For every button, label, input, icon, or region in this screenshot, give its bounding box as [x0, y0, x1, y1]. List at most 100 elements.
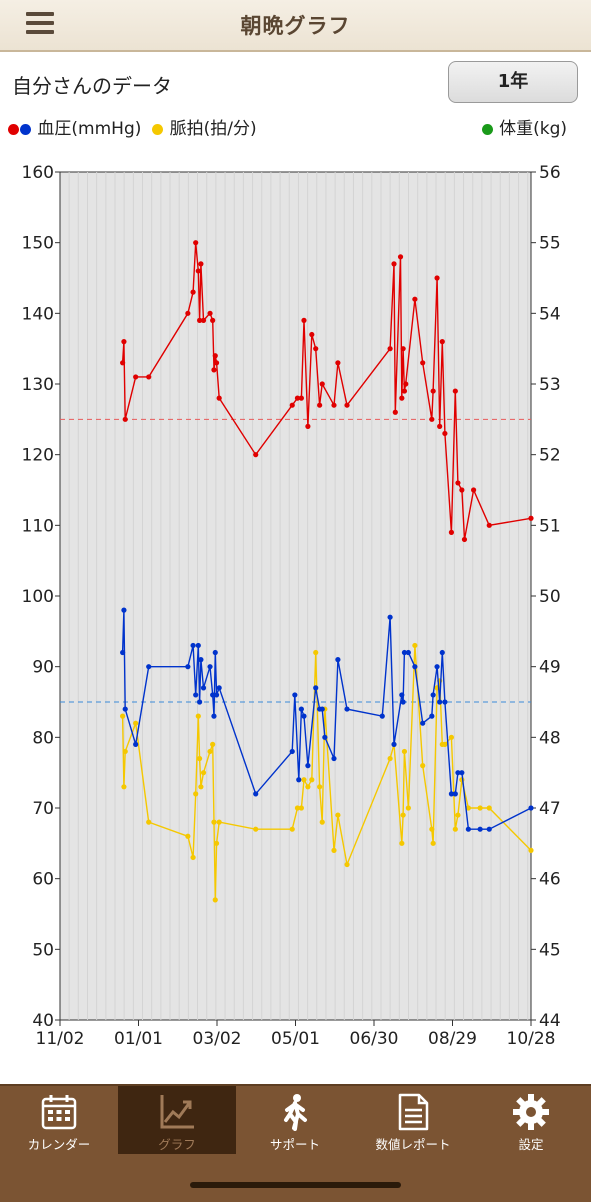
data-point: [399, 840, 405, 846]
data-point: [420, 360, 426, 366]
y-tick-label-right: 55: [539, 234, 561, 254]
data-point: [185, 310, 191, 316]
tab-settings[interactable]: 設定: [472, 1086, 590, 1154]
data-point: [212, 353, 218, 359]
data-point: [213, 692, 220, 698]
data-point: [197, 699, 203, 705]
y-tick-label-left: 150: [22, 234, 54, 254]
plot-area: [59, 171, 532, 1021]
data-point: [420, 720, 426, 726]
data-point: [412, 664, 418, 670]
y-tick-label-left: 120: [22, 446, 54, 466]
tab-report[interactable]: 数値レポート: [354, 1086, 472, 1154]
gear-icon: [513, 1094, 549, 1130]
data-point: [120, 649, 126, 656]
data-point: [294, 395, 301, 401]
data-point: [200, 685, 207, 691]
data-point: [200, 317, 207, 323]
tab-report-label: 数値レポート: [375, 1137, 451, 1152]
data-point: [294, 805, 301, 811]
data-point: [146, 374, 152, 380]
legend-pulse-label: 脈拍(拍/分): [169, 119, 257, 139]
data-point: [120, 360, 126, 366]
data-point: [301, 713, 307, 719]
y-tick-label-right: 54: [539, 304, 561, 324]
data-point: [289, 826, 295, 832]
data-point: [190, 642, 196, 649]
data-point: [211, 713, 217, 719]
tab-calendar[interactable]: カレンダー: [0, 1086, 118, 1154]
data-point: [465, 826, 471, 832]
period-select-button[interactable]: 1年: [448, 61, 578, 103]
systolic-dot-icon: [8, 124, 19, 135]
data-point: [455, 480, 461, 486]
y-tick-label-left: 110: [22, 516, 54, 536]
data-point: [296, 777, 302, 783]
data-point: [216, 685, 222, 691]
data-point: [448, 529, 455, 535]
data-point: [317, 784, 323, 790]
data-point: [301, 777, 307, 783]
x-tick-label: 08/29: [428, 1029, 477, 1049]
y-tick-label-left: 70: [32, 799, 54, 819]
data-point: [133, 374, 139, 380]
y-tick-label-right: 53: [539, 375, 561, 395]
data-point: [198, 657, 204, 663]
y-tick-label-right: 44: [539, 1011, 561, 1031]
hamburger-menu-icon[interactable]: [26, 12, 56, 36]
data-point: [211, 819, 217, 825]
data-point: [185, 833, 191, 839]
x-tick-label: 01/01: [114, 1029, 163, 1049]
data-point: [253, 452, 259, 458]
chart-icon: [160, 1095, 194, 1129]
data-point: [465, 805, 471, 811]
data-point: [195, 268, 201, 274]
data-point: [430, 840, 436, 846]
data-point: [401, 388, 408, 394]
data-point: [193, 240, 199, 246]
tab-graph[interactable]: グラフ: [118, 1086, 236, 1154]
data-point: [429, 826, 435, 832]
data-point: [319, 819, 325, 825]
x-tick-label: 10/28: [507, 1029, 556, 1049]
data-point: [528, 847, 534, 854]
data-point: [455, 812, 461, 818]
y-tick-label-right: 49: [539, 658, 561, 678]
data-point: [193, 692, 199, 698]
y-tick-label-left: 130: [22, 375, 54, 395]
x-tick-label: 05/01: [271, 1029, 320, 1049]
data-owner-title: 自分さんのデータ: [12, 74, 172, 98]
data-point: [442, 699, 448, 705]
data-point: [430, 692, 436, 698]
data-point: [212, 649, 218, 656]
data-point: [486, 805, 492, 811]
x-tick-label: 03/02: [193, 1029, 242, 1049]
data-point: [210, 317, 216, 323]
data-point: [486, 522, 492, 528]
data-point: [309, 777, 315, 783]
pulse-dot-icon: [152, 124, 164, 135]
y-tick-label-right: 47: [539, 799, 561, 819]
data-point: [437, 699, 443, 705]
bottom-tab-bar: カレンダー グラフ サポート 数値レポート: [0, 1084, 591, 1202]
data-point: [253, 826, 259, 832]
data-point: [211, 367, 217, 373]
data-point: [442, 430, 448, 437]
tab-settings-label: 設定: [518, 1137, 544, 1152]
data-point: [193, 791, 199, 797]
data-point: [344, 861, 350, 868]
data-point: [401, 748, 408, 755]
calendar-icon: [41, 1095, 77, 1130]
data-point: [121, 607, 127, 613]
tab-support[interactable]: サポート: [236, 1086, 354, 1154]
data-point: [190, 854, 196, 861]
data-point: [434, 275, 440, 281]
data-point: [470, 487, 477, 493]
y-tick-label-right: 51: [539, 516, 561, 536]
blood-pressure-chart: 160 150 140 130 120 110 100 90 80 70 60 50 40 56 55 54 5…: [22, 163, 561, 1049]
data-point: [400, 699, 406, 705]
data-point: [195, 642, 201, 649]
y-tick-label-right: 46: [539, 870, 561, 890]
data-point: [198, 784, 204, 790]
data-point: [448, 791, 455, 797]
